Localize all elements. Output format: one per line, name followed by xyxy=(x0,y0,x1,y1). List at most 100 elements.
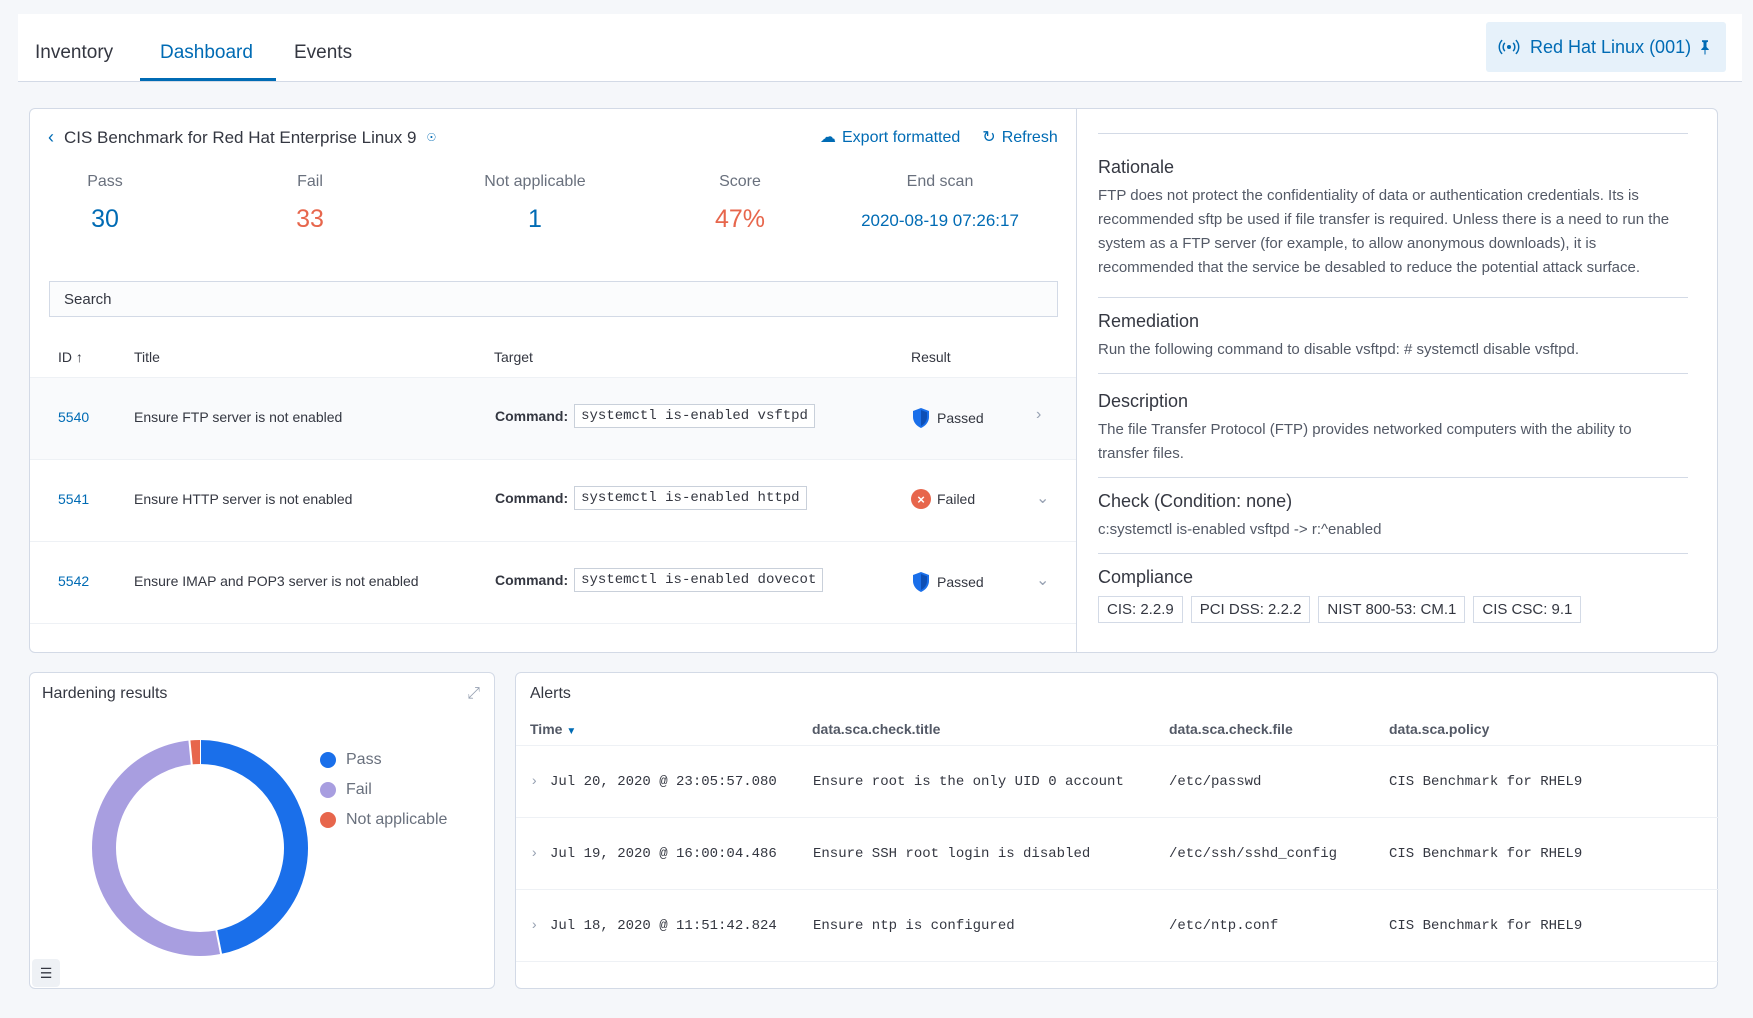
benchmark-actions: ☁ Export formatted ↻ Refresh xyxy=(820,127,1058,147)
donut-slice-separator xyxy=(188,739,193,766)
table-row[interactable]: 5540 Ensure FTP server is not enabled Co… xyxy=(30,377,1076,459)
shield-passed-icon xyxy=(913,572,929,592)
refresh-button[interactable]: ↻ Refresh xyxy=(982,127,1057,147)
alert-row[interactable]: › Jul 18, 2020 @ 11:51:42.824 Ensure ntp… xyxy=(516,889,1719,961)
list-icon[interactable]: ☰ xyxy=(32,959,60,987)
info-icon[interactable]: ☉ xyxy=(426,132,437,144)
row-result: Passed xyxy=(911,407,984,429)
stat-end-value: 2020-08-19 07:26:17 xyxy=(861,211,1019,230)
detail-separator xyxy=(1098,373,1688,374)
stat-na-label: Not applicable xyxy=(484,173,586,190)
alert-row[interactable]: › Jul 20, 2020 @ 23:05:57.080 Ensure roo… xyxy=(516,745,1719,817)
alert-policy: CIS Benchmark for RHEL9 xyxy=(1389,918,1583,934)
donut-slice-pass[interactable] xyxy=(199,740,308,954)
rationale-heading: Rationale xyxy=(1098,157,1175,177)
col-check-title[interactable]: data.sca.check.title xyxy=(812,721,941,737)
stat-end-label: End scan xyxy=(906,173,974,190)
chevron-down-icon[interactable]: ⌄ xyxy=(1036,572,1050,589)
col-result[interactable]: Result xyxy=(911,349,951,365)
stat-pass: Pass 30 xyxy=(60,173,150,234)
check-heading: Check (Condition: none) xyxy=(1098,491,1293,511)
row-command: Command: systemctl is-enabled dovecot xyxy=(495,568,824,592)
tab-dashboard[interactable]: Dashboard xyxy=(160,42,253,63)
chevron-right-icon[interactable]: › xyxy=(1036,406,1042,423)
table-row[interactable]: 5542 Ensure IMAP and POP3 server is not … xyxy=(30,541,1076,623)
table-bottom-border xyxy=(30,623,1076,624)
detail-separator xyxy=(1098,553,1688,554)
row-title: Ensure FTP server is not enabled xyxy=(134,409,343,425)
legend-item-pass[interactable]: Pass xyxy=(320,751,447,769)
stat-pass-label: Pass xyxy=(87,173,123,190)
donut-chart xyxy=(92,739,308,956)
remediation-heading: Remediation xyxy=(1098,311,1200,331)
compliance-section: Compliance CIS: 2.2.9 PCI DSS: 2.2.2 NIS… xyxy=(1098,567,1688,623)
row-title: Ensure HTTP server is not enabled xyxy=(134,491,353,507)
stat-score: Score 47% xyxy=(695,173,785,234)
export-formatted-button[interactable]: ☁ Export formatted xyxy=(820,127,960,147)
stat-fail-value: 33 xyxy=(296,205,324,233)
agent-selector[interactable]: Red Hat Linux (001) xyxy=(1486,22,1726,72)
alert-policy: CIS Benchmark for RHEL9 xyxy=(1389,846,1583,862)
col-title[interactable]: Title xyxy=(134,349,160,365)
legend-label: Pass xyxy=(346,751,382,768)
hardening-title: Hardening results xyxy=(42,685,168,702)
failed-x-icon: × xyxy=(911,489,931,509)
alert-row[interactable]: › Jul 19, 2020 @ 16:00:04.486 Ensure SSH… xyxy=(516,817,1719,889)
back-chevron-icon[interactable]: ‹ xyxy=(48,127,54,147)
detail-separator xyxy=(1098,477,1688,478)
rationale-section: Rationale FTP does not protect the confi… xyxy=(1098,157,1688,280)
compliance-tags: CIS: 2.2.9 PCI DSS: 2.2.2 NIST 800-53: C… xyxy=(1098,596,1688,623)
row-id[interactable]: 5540 xyxy=(58,409,90,425)
donut-slice-separator xyxy=(215,929,223,956)
result-label: Failed xyxy=(937,491,976,507)
chevron-down-icon[interactable]: ⌄ xyxy=(1036,490,1050,507)
stat-fail-label: Fail xyxy=(297,173,323,190)
row-result: × Failed xyxy=(911,489,975,509)
alerts-title: Alerts xyxy=(530,685,571,702)
legend-dot xyxy=(320,812,336,828)
hardening-panel: Hardening results ⤢ Pass Fail Not applic… xyxy=(29,672,495,989)
tab-inventory[interactable]: Inventory xyxy=(35,42,114,63)
tab-events[interactable]: Events xyxy=(294,42,353,63)
check-section: Check (Condition: none) c:systemctl is-e… xyxy=(1098,491,1688,542)
row-id[interactable]: 5542 xyxy=(58,573,90,589)
row-id[interactable]: 5541 xyxy=(58,491,90,507)
col-id[interactable]: ID ↑ xyxy=(58,349,83,365)
signal-icon xyxy=(1498,39,1520,55)
legend-item-fail[interactable]: Fail xyxy=(320,781,447,799)
result-label: Passed xyxy=(937,410,984,426)
alert-time: Jul 19, 2020 @ 16:00:04.486 xyxy=(550,846,777,862)
alert-file: /etc/ssh/sshd_config xyxy=(1169,846,1338,862)
legend-dot xyxy=(320,752,336,768)
col-id-label: ID xyxy=(58,349,72,365)
command-code: systemctl is-enabled dovecot xyxy=(574,568,824,592)
col-check-file[interactable]: data.sca.check.file xyxy=(1169,721,1293,737)
legend-item-not-applicable[interactable]: Not applicable xyxy=(320,811,447,829)
expand-chevron-icon[interactable]: › xyxy=(530,846,539,862)
benchmark-header: ‹ CIS Benchmark for Red Hat Enterprise L… xyxy=(48,127,436,148)
col-target[interactable]: Target xyxy=(494,349,533,365)
command-code: systemctl is-enabled httpd xyxy=(574,486,807,510)
expand-chevron-icon[interactable]: › xyxy=(530,774,539,790)
table-row[interactable]: 5541 Ensure HTTP server is not enabled C… xyxy=(30,459,1076,541)
remediation-section: Remediation Run the following command to… xyxy=(1098,311,1688,362)
col-policy[interactable]: data.sca.policy xyxy=(1389,721,1490,737)
stat-score-label: Score xyxy=(719,173,761,190)
compliance-tag: NIST 800-53: CM.1 xyxy=(1318,596,1466,623)
pin-icon[interactable] xyxy=(1696,38,1714,56)
active-tab-indicator xyxy=(140,78,276,81)
command-code: systemctl is-enabled vsftpd xyxy=(574,404,815,428)
compliance-tag: CIS: 2.2.9 xyxy=(1098,596,1183,623)
expand-icon[interactable]: ⤢ xyxy=(467,685,480,702)
legend-dot xyxy=(320,782,336,798)
search-input[interactable]: Search xyxy=(49,281,1058,317)
donut-slice-fail[interactable] xyxy=(92,740,222,956)
export-label: Export formatted xyxy=(842,129,961,146)
stat-end-scan: End scan 2020-08-19 07:26:17 xyxy=(850,173,1030,231)
expand-chevron-icon[interactable]: › xyxy=(530,918,539,934)
compliance-heading: Compliance xyxy=(1098,567,1194,587)
agent-label: Red Hat Linux (001) xyxy=(1530,36,1692,57)
refresh-icon: ↻ xyxy=(982,129,996,146)
col-time[interactable]: Time ▼ xyxy=(530,721,576,737)
description-section: Description The file Transfer Protocol (… xyxy=(1098,391,1658,466)
